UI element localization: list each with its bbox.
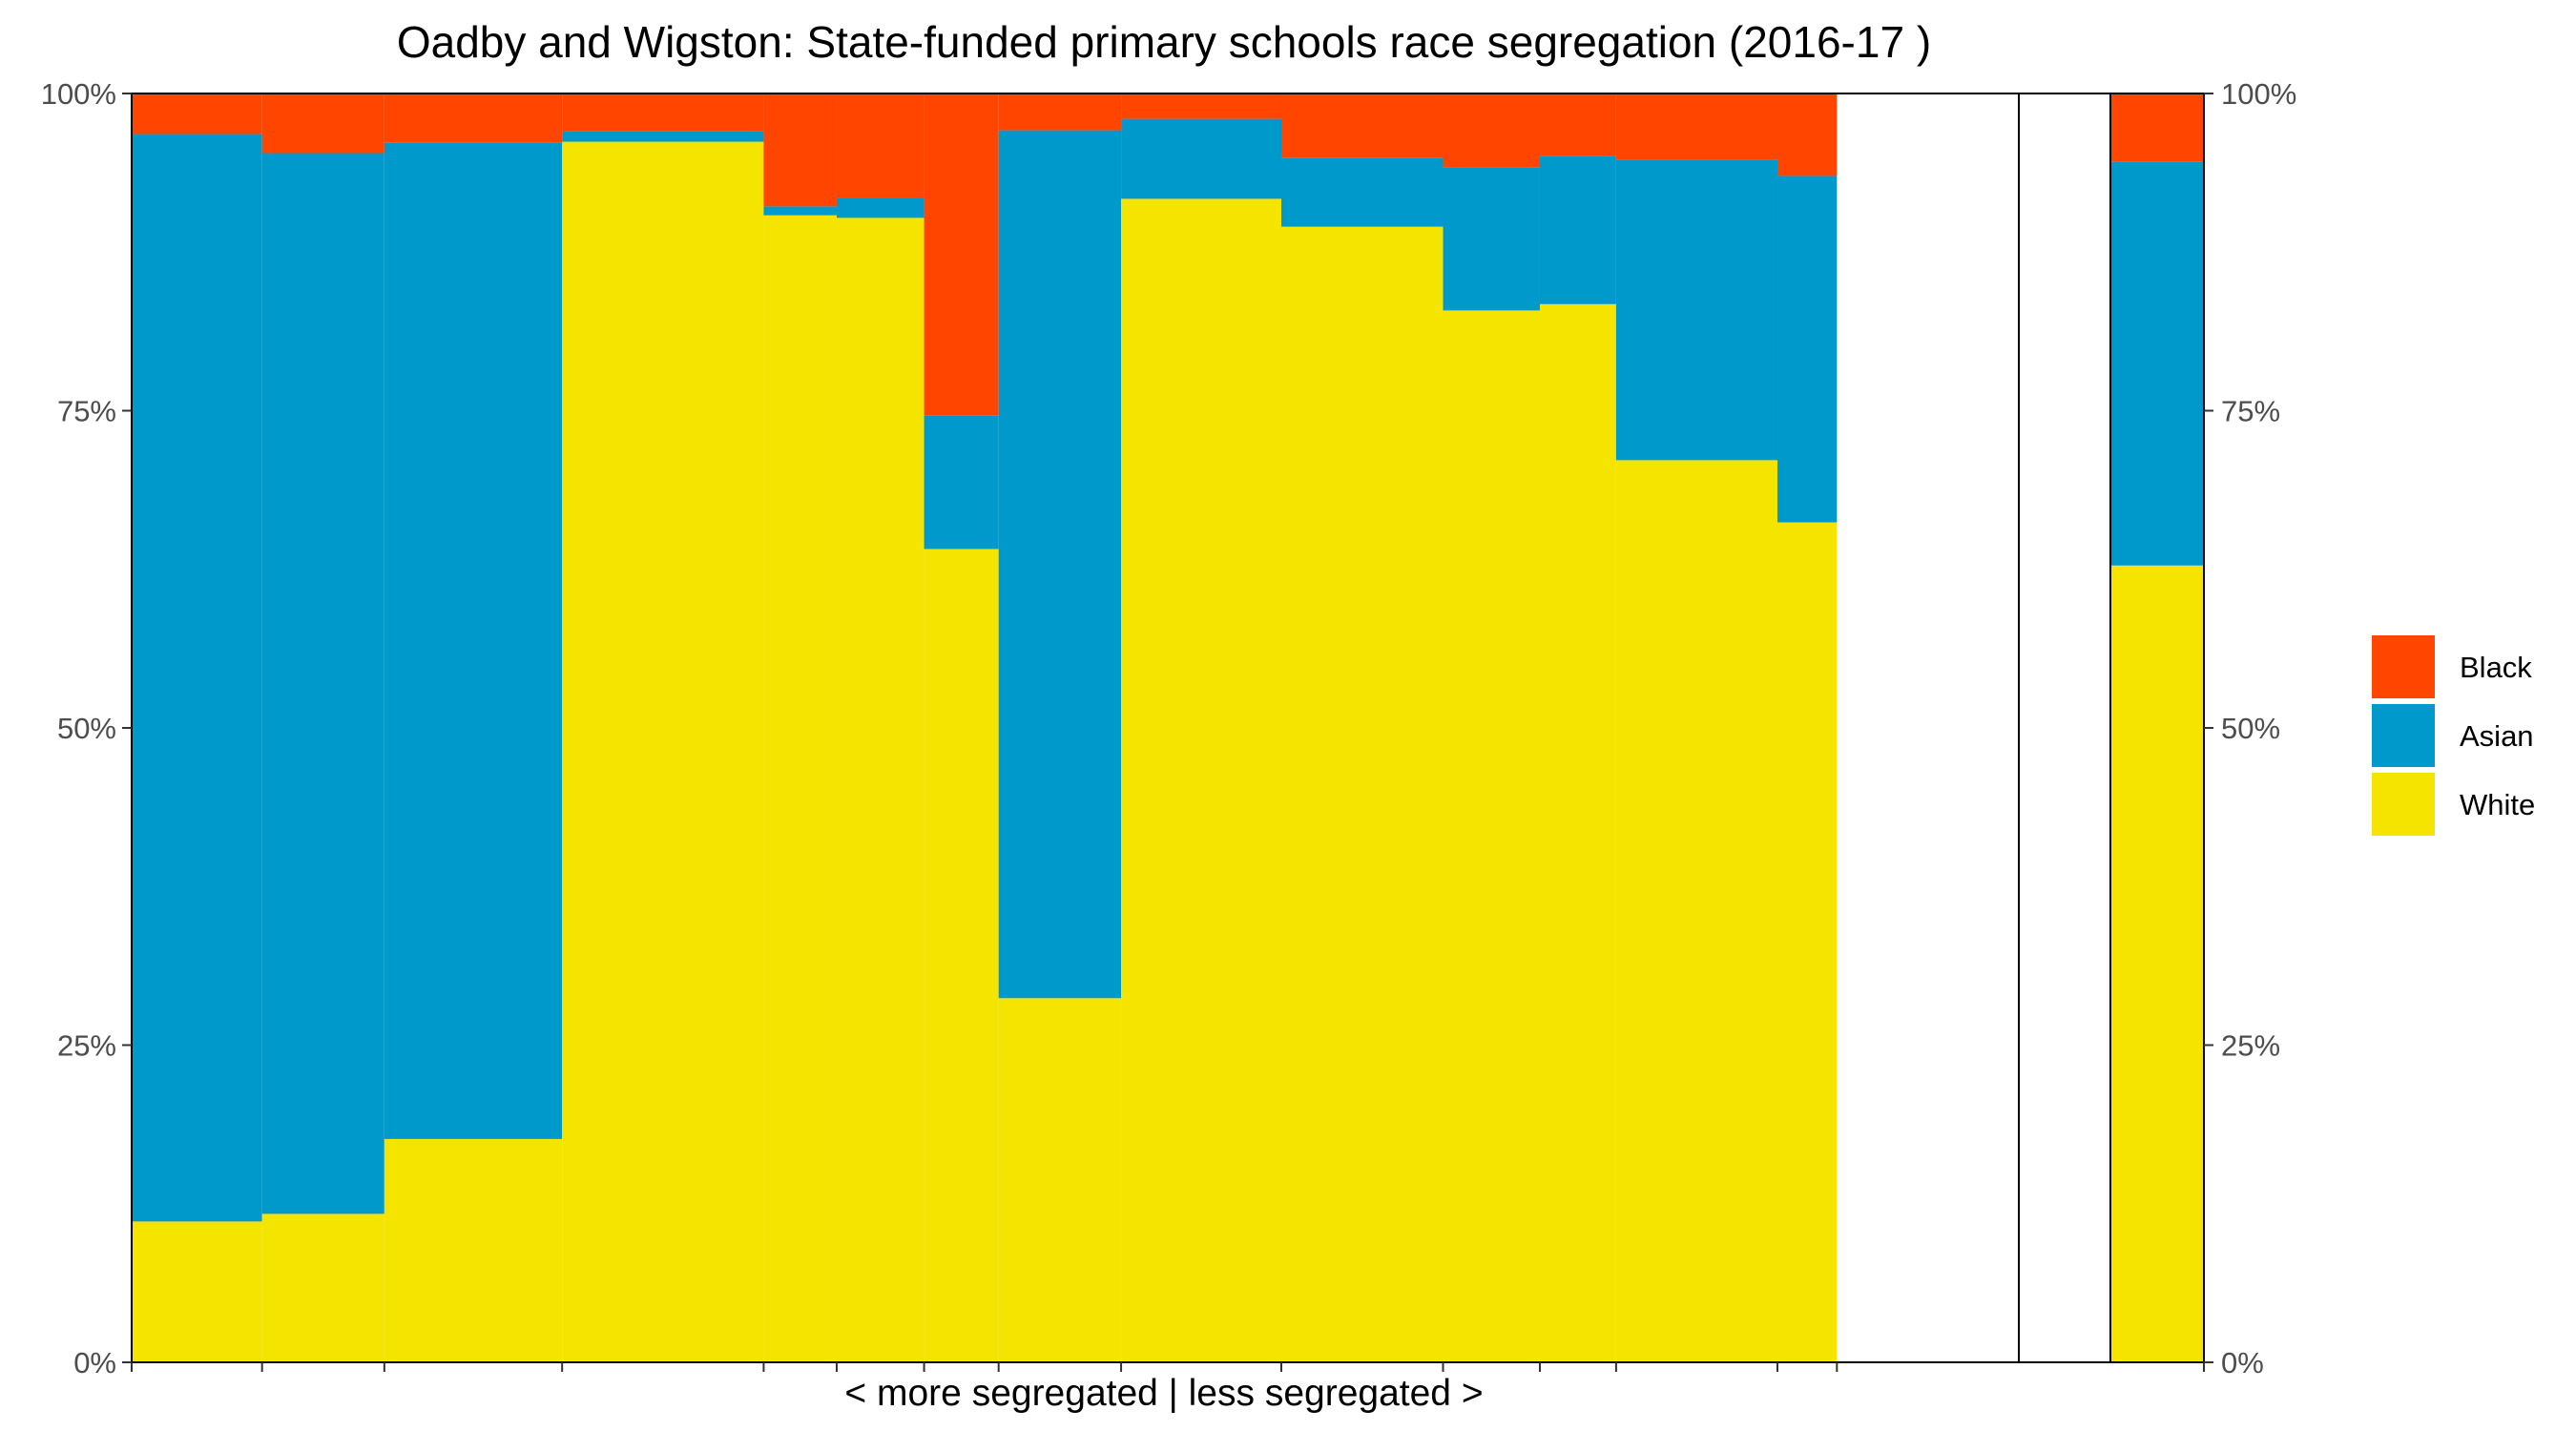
bar-10-asian-segment	[1280, 157, 1444, 227]
bar-11-asian-segment	[1443, 167, 1540, 311]
bar-9-asian-segment	[1121, 118, 1281, 199]
legend-label-black: Black	[2460, 651, 2532, 684]
y-tick-label-left: 75%	[57, 395, 116, 428]
y-tick-label-right: 75%	[2221, 395, 2280, 428]
legend-key-white	[2372, 773, 2435, 836]
legend-label-white: White	[2460, 788, 2535, 821]
bar-10-black-segment	[1280, 93, 1444, 158]
bar-12-asian-segment	[1539, 156, 1616, 304]
bar-9-white-segment	[1121, 198, 1281, 1362]
bar-13-white-segment	[1615, 460, 1778, 1362]
bar-3-asian-segment	[384, 142, 563, 1139]
bar-6-black-segment	[836, 93, 924, 198]
legend-label-asian: Asian	[2460, 719, 2534, 753]
bar-7-black-segment	[924, 93, 999, 416]
summary-bar-white-segment	[2110, 565, 2204, 1362]
y-tick-label-left: 25%	[57, 1029, 116, 1063]
bar-5-white-segment	[763, 215, 837, 1363]
legend: Black Asian White	[2372, 635, 2535, 836]
bar-12-white-segment	[1539, 303, 1616, 1362]
bar-11-black-segment	[1443, 93, 1540, 168]
plot-area	[132, 93, 2204, 1363]
y-tick-label-left: 50%	[57, 712, 116, 745]
legend-key-asian	[2372, 704, 2435, 767]
bar-4-black-segment	[562, 93, 764, 132]
axes: 0% 0% 25% 25% 50% 50% 75% 75% 100% 100%	[41, 77, 2297, 1379]
bar-14-black-segment	[1777, 93, 1838, 176]
bar-1-asian-segment	[132, 134, 262, 1222]
bar-1-black-segment	[132, 93, 262, 135]
bar-14-asian-segment	[1777, 176, 1838, 523]
bar-2-asian-segment	[261, 153, 384, 1214]
y-tick-label-right: 25%	[2221, 1029, 2280, 1063]
y-tick-label-right: 0%	[2221, 1346, 2264, 1379]
bar-5-asian-segment	[763, 206, 837, 216]
bar-7-asian-segment	[924, 415, 999, 550]
bar-13-black-segment	[1615, 93, 1778, 160]
summary-bar-asian-segment	[2110, 161, 2204, 566]
bar-4-asian-segment	[562, 131, 764, 142]
y-tick-label-left: 100%	[41, 77, 116, 111]
bar-3-white-segment	[384, 1138, 563, 1362]
y-tick-label-right: 100%	[2221, 77, 2296, 111]
bar-2-white-segment	[261, 1213, 384, 1362]
gap-panel-border	[2018, 93, 2111, 1363]
bar-8-asian-segment	[998, 130, 1122, 999]
bar-13-asian-segment	[1615, 159, 1778, 461]
bar-4-white-segment	[562, 141, 764, 1362]
bar-9-black-segment	[1121, 93, 1281, 119]
summary-bar-black-segment	[2110, 93, 2204, 162]
bar-6-white-segment	[836, 218, 924, 1363]
legend-key-black	[2372, 635, 2435, 698]
bar-3-black-segment	[384, 93, 563, 143]
bar-8-black-segment	[998, 93, 1122, 131]
y-tick-label-right: 50%	[2221, 712, 2280, 745]
bar-5-black-segment	[763, 93, 837, 207]
bar-7-white-segment	[924, 549, 999, 1362]
bar-2-black-segment	[261, 93, 384, 154]
bar-1-white-segment	[132, 1221, 262, 1362]
x-axis-title: < more segregated | less segregated >	[844, 1373, 1483, 1414]
chart-title: Oadby and Wigston: State-funded primary …	[397, 17, 1931, 67]
bar-12-black-segment	[1539, 93, 1616, 156]
bar-14-white-segment	[1777, 522, 1838, 1362]
bar-10-white-segment	[1280, 226, 1444, 1362]
bar-6-asian-segment	[836, 197, 924, 218]
y-tick-label-left: 0%	[73, 1346, 116, 1379]
bar-8-white-segment	[998, 998, 1122, 1362]
bar-11-white-segment	[1443, 310, 1540, 1363]
